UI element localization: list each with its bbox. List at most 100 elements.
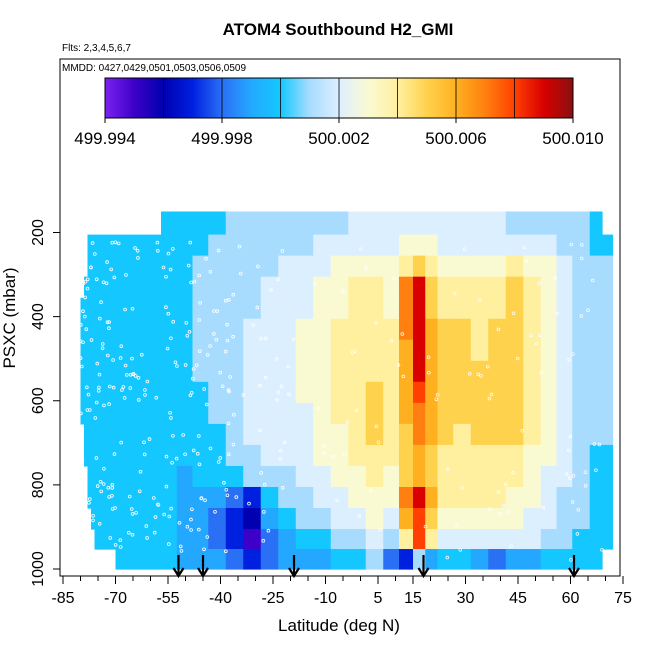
sample-marker bbox=[259, 336, 263, 341]
heat-cell bbox=[383, 529, 400, 550]
heat-cell bbox=[159, 297, 178, 320]
heat-cell bbox=[208, 549, 227, 570]
sample-marker bbox=[78, 438, 83, 442]
heat-cell bbox=[225, 211, 244, 236]
heat-cell bbox=[208, 234, 227, 257]
heat-cell bbox=[84, 444, 99, 467]
sample-marker bbox=[191, 448, 196, 453]
heat-cell bbox=[159, 529, 178, 550]
sample-marker bbox=[82, 253, 86, 257]
sample-marker bbox=[140, 352, 144, 357]
sample-marker bbox=[108, 384, 112, 389]
sample-marker bbox=[197, 434, 201, 438]
heat-cell bbox=[425, 360, 439, 383]
sample-marker bbox=[269, 288, 273, 292]
heat-cell bbox=[278, 529, 297, 550]
x-tick-label: 5 bbox=[374, 590, 383, 607]
sample-marker bbox=[275, 398, 279, 402]
heat-cell bbox=[540, 276, 558, 299]
sample-marker bbox=[214, 337, 219, 342]
sample-marker bbox=[232, 412, 236, 417]
sample-marker bbox=[91, 518, 95, 523]
heat-cell bbox=[399, 465, 414, 488]
sample-marker bbox=[110, 482, 115, 487]
heat-cell bbox=[243, 402, 262, 425]
sample-marker bbox=[175, 364, 179, 368]
heat-cell bbox=[80, 360, 99, 383]
heat-cell bbox=[260, 529, 279, 550]
heat-cell bbox=[98, 423, 120, 446]
sample-marker bbox=[145, 536, 149, 540]
heat-cell bbox=[243, 211, 262, 236]
sample-marker bbox=[87, 500, 91, 505]
sample-marker bbox=[568, 476, 572, 480]
heat-cell bbox=[556, 318, 573, 341]
heat-cell bbox=[453, 381, 472, 404]
heat-cell bbox=[176, 381, 194, 404]
heat-cell bbox=[159, 444, 178, 467]
heat-cell bbox=[348, 508, 367, 530]
heat-cell bbox=[399, 234, 414, 257]
heat-cell bbox=[470, 339, 489, 362]
heat-cell bbox=[98, 381, 120, 404]
heat-cell bbox=[348, 381, 367, 404]
heat-cell bbox=[119, 255, 141, 278]
sample-marker bbox=[137, 398, 141, 402]
sample-marker bbox=[575, 532, 580, 536]
sample-marker bbox=[81, 309, 85, 314]
sample-marker bbox=[100, 346, 105, 351]
heat-cell bbox=[556, 234, 573, 257]
heat-cell bbox=[98, 276, 120, 299]
heat-cell bbox=[523, 529, 542, 550]
heat-cell bbox=[140, 339, 160, 362]
sample-marker bbox=[171, 433, 175, 438]
heat-cell bbox=[589, 549, 603, 570]
heat-cell bbox=[192, 423, 209, 446]
heat-cell bbox=[119, 339, 141, 362]
heat-cell bbox=[278, 402, 297, 425]
heat-cell bbox=[540, 255, 558, 278]
heat-cell bbox=[330, 381, 349, 404]
sample-marker bbox=[119, 440, 123, 445]
sample-marker bbox=[401, 374, 406, 379]
x-tick-label: -70 bbox=[104, 590, 127, 607]
heat-cell bbox=[365, 339, 384, 362]
heat-cell bbox=[243, 255, 262, 278]
x-axis: -85 -70 -55 -40 -25 -10 5 15 30 45 60 75 bbox=[51, 576, 632, 607]
heat-cell bbox=[523, 381, 542, 404]
heat-cell bbox=[176, 529, 194, 550]
sample-marker bbox=[113, 240, 118, 245]
heat-cell bbox=[348, 529, 367, 550]
heat-cell bbox=[208, 276, 227, 299]
heat-cell bbox=[488, 549, 507, 570]
heat-cell bbox=[556, 508, 573, 530]
sample-marker bbox=[164, 274, 168, 279]
heat-cell bbox=[572, 508, 591, 530]
heat-cell bbox=[488, 339, 507, 362]
heat-cell bbox=[140, 529, 160, 550]
sample-marker bbox=[222, 480, 226, 485]
sample-marker bbox=[496, 490, 501, 494]
sample-marker bbox=[427, 371, 431, 375]
heat-cell bbox=[119, 465, 141, 488]
heat-cell bbox=[523, 234, 542, 257]
sample-marker bbox=[231, 334, 235, 339]
sample-marker bbox=[452, 291, 457, 295]
heat-cell bbox=[348, 549, 367, 570]
heat-cell bbox=[453, 276, 472, 299]
sample-marker bbox=[522, 245, 527, 250]
heat-cell bbox=[589, 255, 614, 278]
sample-marker bbox=[134, 510, 138, 515]
heat-cell bbox=[348, 234, 367, 257]
heat-cell bbox=[225, 255, 244, 278]
heat-cell bbox=[470, 423, 489, 446]
heat-cell bbox=[159, 486, 178, 509]
sample-marker bbox=[127, 494, 132, 499]
heat-cell bbox=[437, 444, 454, 467]
sample-marker bbox=[458, 548, 463, 552]
chart-title: ATOM4 Southbound H2_GMI bbox=[223, 20, 454, 39]
heat-cell bbox=[295, 549, 314, 570]
sample-marker bbox=[143, 388, 147, 392]
sample-marker bbox=[571, 474, 576, 478]
sample-marker bbox=[216, 460, 221, 464]
